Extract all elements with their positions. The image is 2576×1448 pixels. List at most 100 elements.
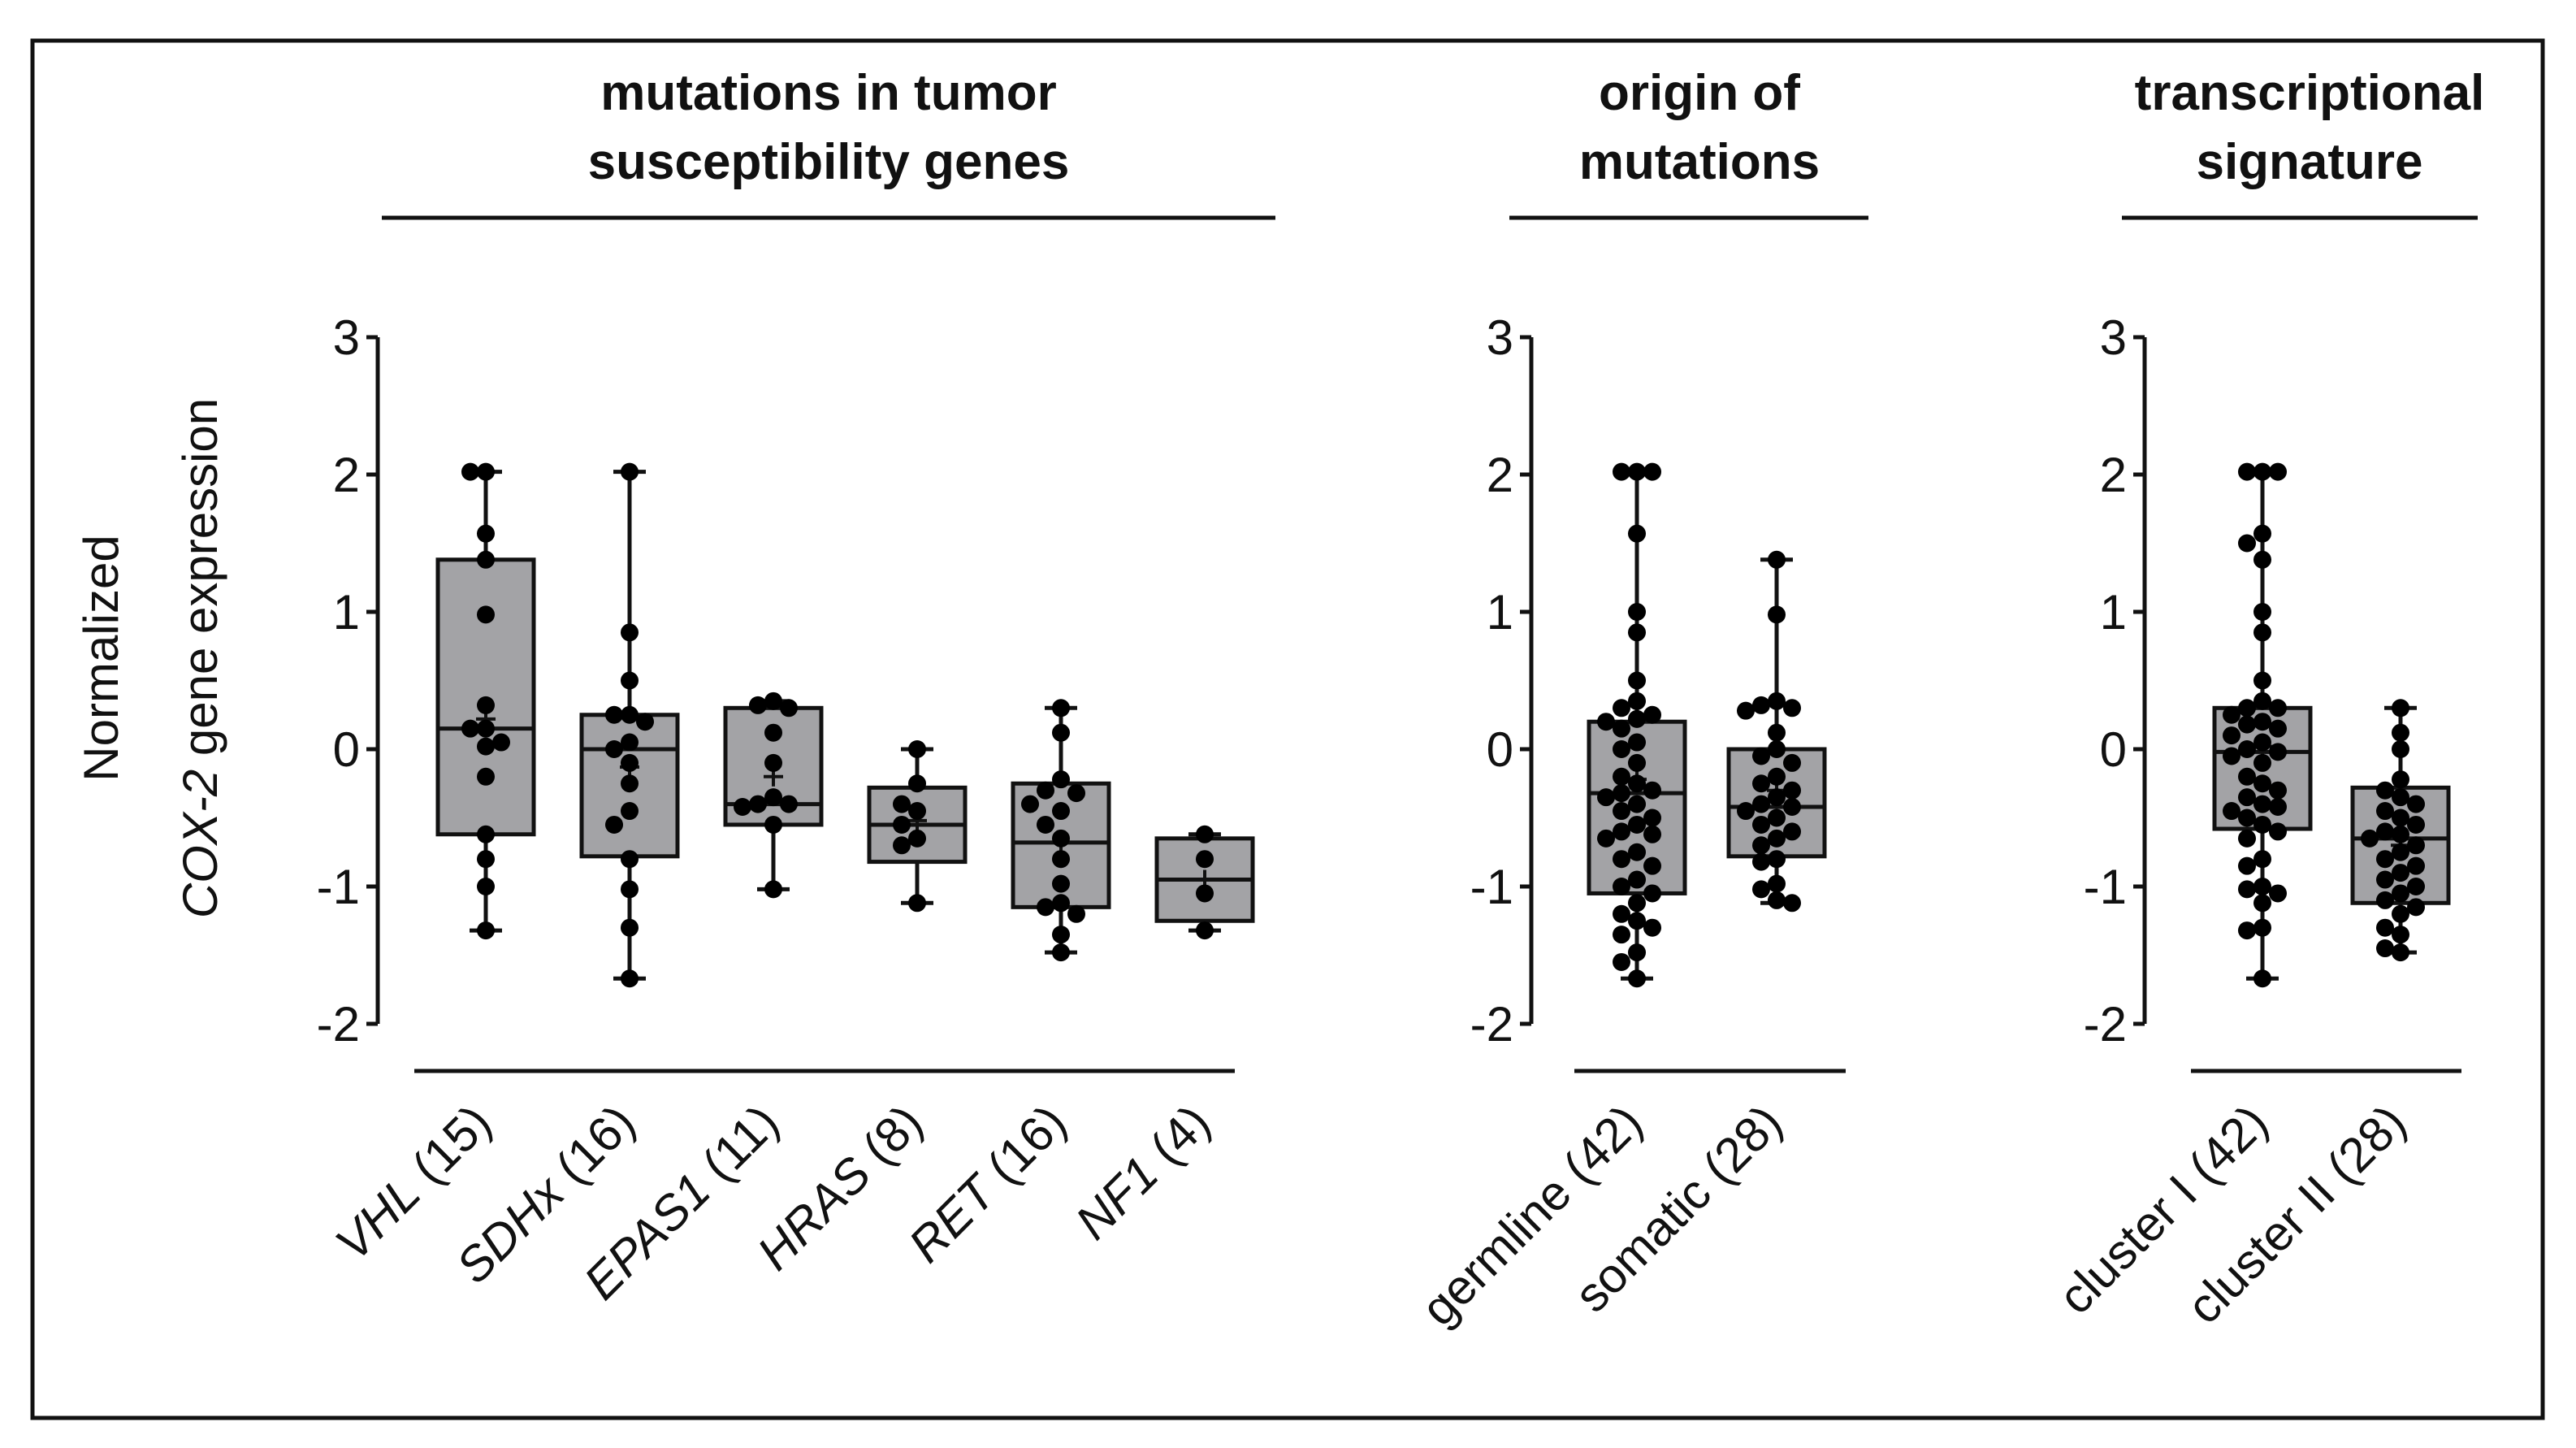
- data-point: [2238, 829, 2256, 848]
- data-point: [2253, 550, 2271, 569]
- data-point: [2223, 747, 2240, 765]
- data-point: [2392, 864, 2409, 882]
- data-point: [780, 795, 798, 813]
- data-point: [908, 740, 926, 758]
- data-point: [1768, 891, 1786, 909]
- data-point: [1643, 884, 1661, 903]
- y-axis-label: Normalized COX-2 gene expression: [74, 398, 227, 918]
- data-point: [2223, 705, 2240, 724]
- data-point: [1628, 912, 1646, 930]
- data-point: [1783, 699, 1801, 717]
- data-point: [1752, 815, 1770, 834]
- data-point: [477, 719, 495, 738]
- data-point: [1613, 802, 1630, 821]
- data-point: [764, 788, 782, 807]
- data-point: [1052, 874, 1070, 893]
- data-point: [1768, 605, 1786, 624]
- data-point: [605, 740, 623, 758]
- data-point: [2238, 699, 2256, 717]
- box-group: [1154, 825, 1255, 940]
- data-point: [1196, 825, 1214, 843]
- y-tick-label: -2: [2084, 997, 2127, 1051]
- data-point: [2376, 781, 2394, 800]
- data-point: [2392, 788, 2409, 807]
- data-point: [1643, 856, 1661, 875]
- y-tick-label: 2: [1487, 448, 1513, 502]
- data-point: [621, 802, 639, 821]
- data-point: [477, 737, 495, 756]
- data-point: [1613, 699, 1630, 717]
- data-point: [908, 829, 926, 848]
- data-point: [2269, 462, 2287, 481]
- data-point: [2392, 699, 2409, 717]
- data-point: [764, 723, 782, 742]
- data-point: [621, 880, 639, 899]
- data-point: [2253, 524, 2271, 543]
- data-point: [2392, 740, 2409, 758]
- y-tick-label: 2: [2100, 448, 2127, 502]
- data-point: [2392, 723, 2409, 742]
- data-point: [2238, 462, 2256, 481]
- data-point: [605, 705, 623, 724]
- y-axis-label-line2: COX-2 gene expression: [173, 398, 227, 918]
- data-point: [477, 550, 495, 569]
- data-point: [2238, 715, 2256, 734]
- data-point: [477, 878, 495, 895]
- data-point: [1643, 705, 1661, 724]
- data-point: [2269, 743, 2287, 761]
- data-point: [1752, 696, 1770, 714]
- data-point: [1628, 524, 1646, 543]
- data-point: [1752, 836, 1770, 855]
- data-point: [749, 696, 767, 714]
- data-point: [1768, 767, 1786, 786]
- chart-title-line: susceptibility genes: [588, 134, 1070, 190]
- data-point: [1196, 884, 1214, 903]
- data-point: [2253, 918, 2271, 937]
- box-group: [1726, 550, 1827, 913]
- data-point: [1597, 788, 1615, 807]
- data-point: [477, 767, 495, 786]
- data-point: [1628, 671, 1646, 690]
- data-point: [893, 836, 911, 855]
- data-point: [1052, 770, 1070, 789]
- data-point: [1067, 784, 1085, 803]
- data-point: [1613, 822, 1630, 841]
- data-point: [1783, 753, 1801, 772]
- data-point: [1643, 918, 1661, 937]
- data-point: [1052, 829, 1070, 848]
- data-point: [2253, 894, 2271, 913]
- data-point: [908, 802, 926, 821]
- data-point: [2253, 671, 2271, 690]
- data-point: [1067, 904, 1085, 923]
- y-axis-label-suffix: gene expression: [173, 398, 227, 770]
- data-point: [764, 815, 782, 834]
- data-point: [1052, 699, 1070, 717]
- data-point: [2269, 884, 2287, 903]
- data-point: [1628, 894, 1646, 913]
- data-point: [2376, 802, 2394, 821]
- data-point: [1752, 774, 1770, 793]
- data-point: [1628, 969, 1646, 988]
- y-tick-label: -1: [2084, 860, 2127, 914]
- data-point: [1052, 723, 1070, 742]
- data-point: [2253, 850, 2271, 869]
- y-tick-label: 1: [1487, 585, 1513, 639]
- data-point: [1752, 795, 1770, 813]
- data-point: [621, 623, 639, 642]
- data-point: [477, 825, 495, 843]
- data-point: [621, 671, 639, 690]
- chart-panel-1: mutations in tumor susceptibility genes 3 2…: [317, 65, 1275, 1310]
- data-point: [2253, 815, 2271, 834]
- data-point: [1613, 926, 1630, 944]
- data-point: [2376, 822, 2394, 841]
- data-point: [621, 733, 639, 752]
- data-point: [1613, 850, 1630, 869]
- data-point: [621, 774, 639, 793]
- box-group: [1011, 699, 1111, 962]
- data-point: [1628, 733, 1646, 752]
- data-point: [1052, 943, 1070, 962]
- data-point: [780, 699, 798, 717]
- data-point: [2253, 795, 2271, 813]
- data-point: [1628, 843, 1646, 861]
